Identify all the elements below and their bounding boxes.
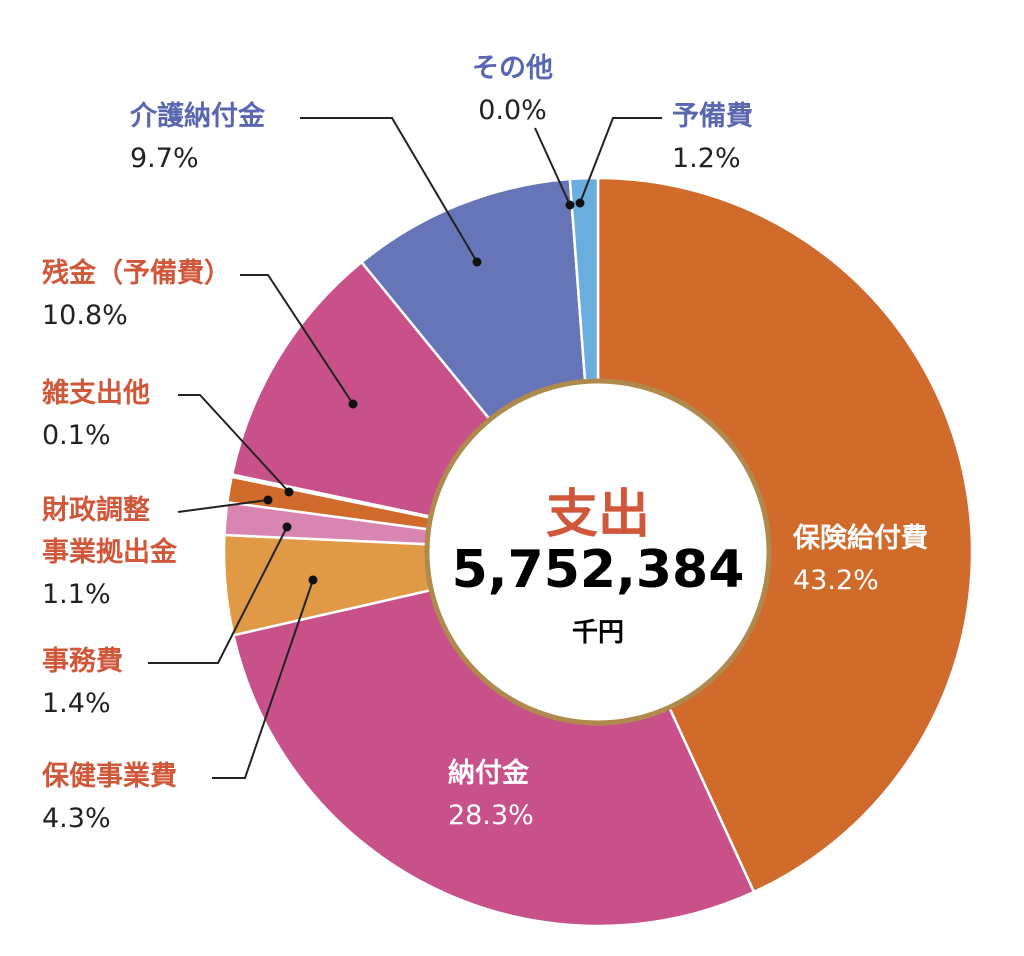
label-hoken-jigyo: 保健事業費 4.3%: [42, 756, 177, 840]
leader-line-jimuhi: [148, 526, 288, 664]
slice-value: 43.2%: [793, 565, 879, 596]
label-sonota: その他 0.0%: [472, 48, 553, 132]
leader-dot-hoken-jigyo: [308, 575, 318, 585]
label-nofukin: 納付金 28.3%: [448, 753, 534, 837]
leader-line-hoken-jigyo: [212, 579, 314, 779]
slice-label: 事務費: [42, 646, 123, 677]
slice-value: 4.3%: [42, 803, 111, 834]
leader-dot-kaigo: [472, 257, 482, 267]
slice-value: 1.1%: [42, 579, 111, 610]
center-hole: [424, 378, 772, 726]
slice-label: 残金（予備費）: [42, 258, 231, 289]
slice-label: 雑支出他: [42, 378, 150, 409]
leader-line-zasshishutsu: [178, 394, 290, 493]
slice-value: 1.2%: [672, 143, 741, 174]
label-zasshishutsu: 雑支出他 0.1%: [42, 373, 150, 457]
leader-line-zaisei: [177, 499, 269, 513]
label-zankin: 残金（予備費） 10.8%: [42, 253, 231, 337]
slice-label: その他: [472, 53, 553, 84]
leader-dot-sonota: [565, 200, 575, 210]
label-jimuhi: 事務費 1.4%: [42, 641, 123, 725]
center-title: 支出: [545, 485, 650, 545]
slice-label-line1: 財政調整: [42, 495, 150, 526]
slice-label: 保健事業費: [42, 761, 177, 792]
leader-line-yobihi: [579, 117, 662, 204]
slice-label: 保険給付費: [793, 523, 928, 554]
slice-label-line2: 事業拠出金: [42, 537, 177, 568]
leader-dot-zankin: [348, 399, 358, 409]
leader-dot-zaisei: [263, 495, 273, 505]
slice-label: 介護納付金: [130, 101, 265, 132]
slice-value: 9.7%: [130, 143, 199, 174]
label-yobihi: 予備費 1.2%: [672, 96, 753, 180]
leader-line-zankin: [240, 274, 354, 405]
label-hoken-kyufu: 保険給付費 43.2%: [793, 518, 928, 602]
leader-line-kaigo: [300, 117, 478, 263]
leader-line-sonota: [534, 127, 571, 206]
slice-value: 28.3%: [448, 800, 534, 831]
center-total: 5,752,384: [451, 540, 745, 600]
label-zaisei-chosei: 財政調整 事業拠出金 1.1%: [42, 490, 177, 616]
slice-value: 1.4%: [42, 688, 111, 719]
slice-value: 10.8%: [42, 300, 128, 331]
center-unit: 千円: [571, 618, 624, 648]
leader-dot-zasshishutsu: [284, 487, 294, 497]
leader-dot-jimuhi: [282, 522, 292, 532]
label-kaigo-nofukin: 介護納付金 9.7%: [130, 96, 265, 180]
slice-value: 0.0%: [478, 95, 547, 126]
slice-label: 予備費: [672, 101, 753, 132]
leader-dot-yobihi: [575, 198, 585, 208]
slice-value: 0.1%: [42, 420, 111, 451]
slice-label: 納付金: [448, 758, 529, 789]
center-summary: 支出 5,752,384 千円: [425, 380, 771, 726]
